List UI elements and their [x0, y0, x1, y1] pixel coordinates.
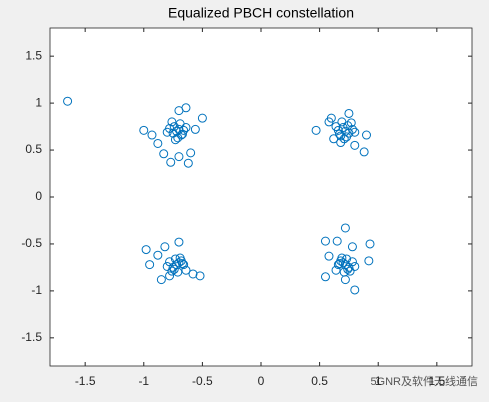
point	[177, 129, 187, 139]
point	[188, 269, 198, 279]
y-tick-label: -0.5	[21, 236, 42, 250]
x-tick-label: 1	[375, 374, 382, 388]
point	[197, 113, 207, 123]
watermark: 5GNR及软件无线通信	[370, 374, 478, 388]
point	[190, 124, 200, 134]
point	[139, 125, 149, 135]
point	[336, 138, 346, 148]
point	[166, 157, 176, 167]
point	[63, 96, 73, 106]
point	[344, 108, 354, 118]
point	[329, 134, 339, 144]
point	[156, 275, 166, 285]
point	[173, 267, 183, 277]
point	[342, 254, 352, 264]
point	[345, 266, 355, 276]
point	[347, 242, 357, 252]
point	[153, 250, 163, 260]
point	[141, 245, 151, 255]
point	[331, 122, 341, 132]
y-tick-label: 0.5	[25, 142, 42, 156]
y-tick-label: 1	[35, 95, 42, 109]
point	[324, 251, 334, 261]
point	[337, 117, 347, 127]
x-tick-label: 0	[258, 374, 265, 388]
point	[174, 152, 184, 162]
point	[170, 254, 180, 264]
point	[159, 149, 169, 159]
point	[326, 113, 336, 123]
point	[362, 130, 371, 140]
point	[364, 256, 374, 266]
point	[320, 236, 330, 246]
y-tick-label: -1.5	[21, 330, 42, 344]
x-tick-label: 1.5	[428, 374, 445, 388]
point	[160, 242, 170, 252]
point	[174, 237, 184, 247]
point	[320, 272, 330, 282]
point	[365, 239, 375, 249]
point	[347, 257, 357, 267]
point	[195, 271, 205, 281]
x-tick-label: -0.5	[192, 374, 213, 388]
point	[147, 130, 157, 140]
point	[153, 138, 163, 148]
x-tick-label: 0.5	[311, 374, 328, 388]
y-tick-label: 1.5	[25, 48, 42, 62]
plot-area	[49, 27, 473, 367]
point	[350, 261, 360, 271]
point	[335, 259, 345, 269]
point	[337, 253, 347, 263]
point	[332, 236, 342, 246]
point	[170, 135, 180, 145]
x-tick-label: -1	[138, 374, 149, 388]
point	[162, 261, 172, 271]
point	[174, 106, 184, 116]
point	[162, 127, 172, 137]
point	[167, 266, 177, 276]
point	[165, 257, 175, 267]
y-tick-label: 0	[35, 189, 42, 203]
point	[340, 275, 350, 285]
point	[183, 158, 193, 168]
y-tick-label: -1	[31, 283, 42, 297]
chart-title: Equalized PBCH constellation	[168, 5, 354, 21]
point	[175, 253, 185, 263]
point	[311, 125, 321, 135]
point	[335, 129, 345, 139]
point	[350, 285, 360, 295]
point	[340, 223, 350, 233]
point	[167, 117, 177, 127]
x-tick-label: -1.5	[75, 374, 96, 388]
point	[169, 122, 179, 132]
point	[350, 140, 360, 150]
point	[177, 259, 187, 269]
point	[350, 127, 360, 137]
point	[347, 124, 357, 134]
point	[359, 147, 369, 157]
point	[346, 118, 356, 128]
point	[165, 271, 175, 281]
point	[186, 148, 196, 158]
point	[145, 260, 155, 270]
